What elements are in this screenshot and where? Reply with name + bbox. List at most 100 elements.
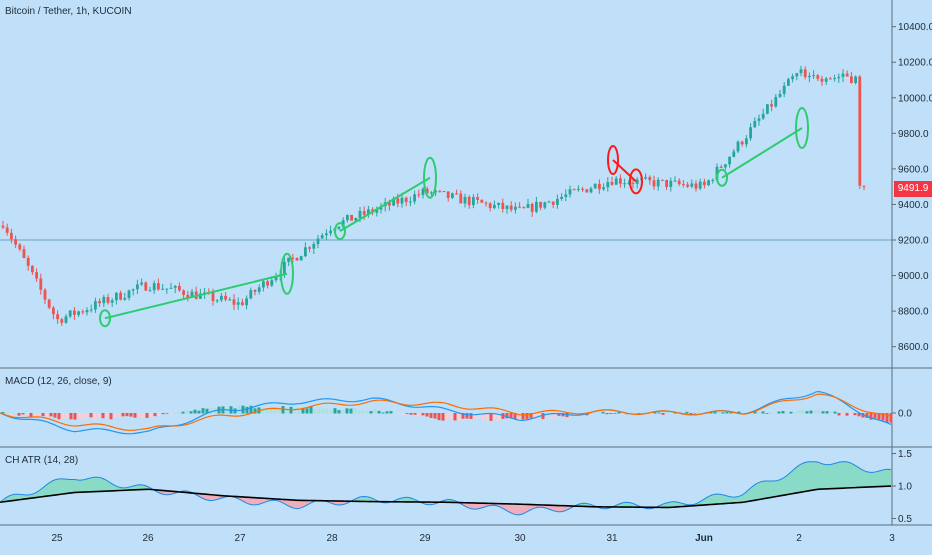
atr-fill bbox=[516, 504, 519, 515]
macd-histogram-bar bbox=[18, 413, 21, 416]
candle-body bbox=[170, 288, 173, 289]
macd-histogram-bar bbox=[762, 411, 765, 413]
macd-histogram-bar bbox=[154, 413, 157, 416]
macd-histogram-bar bbox=[414, 413, 417, 415]
candle-body bbox=[266, 281, 269, 285]
atr-fill bbox=[807, 462, 810, 491]
candle-body bbox=[564, 194, 567, 197]
atr-fill bbox=[513, 504, 516, 515]
candle-body bbox=[737, 142, 740, 152]
macd-histogram-bar bbox=[98, 413, 101, 418]
macd-histogram-bar bbox=[406, 413, 409, 414]
atr-fill bbox=[84, 479, 87, 492]
atr-fill bbox=[60, 479, 63, 495]
candle-body bbox=[728, 157, 731, 164]
macd-histogram-bar bbox=[426, 413, 429, 416]
candle-body bbox=[816, 75, 819, 79]
candle-body bbox=[18, 245, 21, 250]
candle-body bbox=[220, 296, 223, 300]
macd-histogram-bar bbox=[134, 413, 137, 418]
macd-histogram-bar bbox=[390, 411, 393, 413]
atr-fill bbox=[861, 469, 864, 487]
candle-body bbox=[476, 197, 479, 200]
macd-histogram-bar bbox=[722, 412, 725, 413]
candle-body bbox=[258, 287, 261, 291]
atr-fill bbox=[813, 462, 816, 490]
macd-histogram-bar bbox=[890, 413, 893, 423]
macd-histogram-bar bbox=[158, 413, 161, 416]
candle-body bbox=[228, 299, 231, 300]
macd-histogram-bar bbox=[122, 413, 125, 416]
candle-body bbox=[766, 104, 769, 114]
candle-body bbox=[350, 215, 353, 221]
atr-fill bbox=[51, 480, 54, 495]
atr-fill bbox=[81, 480, 84, 493]
candle-body bbox=[224, 296, 227, 300]
candle-body bbox=[287, 258, 290, 262]
atr-fill bbox=[798, 464, 801, 493]
atr-tick-label: 1.0 bbox=[898, 482, 912, 493]
atr-fill bbox=[474, 503, 477, 509]
candle-body bbox=[699, 182, 702, 189]
candle-body bbox=[585, 189, 588, 192]
candle-body bbox=[842, 74, 845, 77]
candle-body bbox=[531, 204, 534, 212]
candle-body bbox=[837, 77, 840, 78]
macd-histogram-bar bbox=[698, 412, 701, 413]
macd-histogram-bar bbox=[138, 413, 141, 417]
macd-histogram-bar bbox=[606, 413, 609, 414]
macd-histogram-bar bbox=[22, 413, 25, 414]
candle-body bbox=[317, 239, 320, 244]
macd-histogram-bar bbox=[418, 413, 421, 418]
macd-histogram-bar bbox=[318, 407, 321, 413]
time-tick-label: 27 bbox=[234, 533, 246, 544]
candle-body bbox=[304, 247, 307, 256]
candle-body bbox=[732, 151, 735, 156]
candle-body bbox=[497, 203, 500, 205]
atr-fill bbox=[822, 464, 825, 489]
candle-body bbox=[829, 78, 832, 79]
macd-histogram-bar bbox=[610, 413, 613, 414]
atr-fill bbox=[255, 498, 258, 505]
price-tick-label: 9000.0 bbox=[898, 271, 929, 282]
atr-tick-label: 0.5 bbox=[898, 514, 912, 525]
price-tick-label: 9600.0 bbox=[898, 164, 929, 175]
atr-fill bbox=[57, 479, 60, 495]
macd-histogram-bar bbox=[814, 411, 817, 414]
macd-histogram-bar bbox=[662, 413, 665, 415]
atr-fill bbox=[777, 480, 780, 497]
macd-histogram-bar bbox=[442, 413, 445, 421]
candle-body bbox=[749, 127, 752, 138]
price-tick-label: 9200.0 bbox=[898, 236, 929, 247]
candle-body bbox=[812, 75, 815, 76]
candle-body bbox=[413, 194, 416, 201]
macd-histogram-bar bbox=[50, 413, 53, 416]
macd-histogram-bar bbox=[794, 412, 797, 413]
candle-body bbox=[451, 193, 454, 197]
macd-histogram-bar bbox=[806, 411, 809, 413]
atr-fill bbox=[297, 500, 300, 508]
candle-body bbox=[98, 301, 101, 303]
candle-body bbox=[619, 178, 622, 183]
macd-histogram-bar bbox=[162, 413, 165, 414]
macd-histogram-bar bbox=[202, 408, 205, 413]
time-tick-label: Jun bbox=[695, 533, 713, 544]
atr-fill bbox=[756, 482, 759, 500]
atr-fill bbox=[753, 484, 756, 501]
macd-histogram-bar bbox=[454, 413, 457, 420]
candle-body bbox=[132, 289, 135, 290]
atr-fill bbox=[759, 481, 762, 499]
atr-fill bbox=[768, 481, 771, 498]
atr-fill bbox=[834, 463, 837, 489]
macd-histogram-bar bbox=[314, 409, 317, 414]
candle-body bbox=[783, 86, 786, 94]
candle-body bbox=[669, 181, 672, 187]
price-tick-label: 10400.0 bbox=[898, 22, 932, 33]
atr-fill bbox=[867, 472, 870, 487]
candle-body bbox=[329, 231, 332, 234]
candle-body bbox=[758, 118, 761, 121]
candle-body bbox=[325, 233, 328, 235]
candle-body bbox=[447, 191, 450, 197]
